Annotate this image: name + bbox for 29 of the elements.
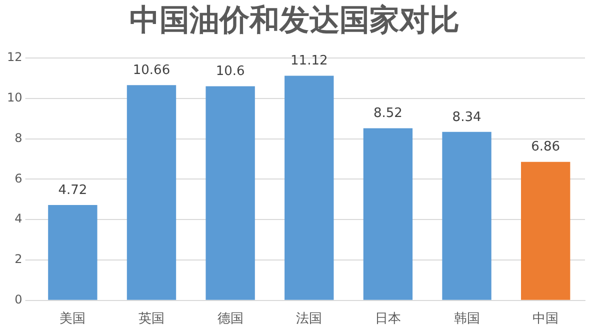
y-tick-label: 0 [14,292,22,307]
bar [126,85,176,300]
y-tick-label: 6 [14,171,22,186]
x-tick-label: 美国 [60,310,86,327]
chart-title: 中国油价和发达国家对比 [130,2,460,38]
x-tick-label: 日本 [374,312,401,327]
y-tick-label: 12 [6,50,22,64]
y-tick-label: 2 [14,252,22,266]
y-tick-label: 4 [14,212,22,226]
y-tick-label: 10 [6,90,22,105]
x-tick-label: 英国 [138,312,164,327]
bar [284,76,334,300]
bar [48,205,98,300]
data-label: 10.66 [132,62,170,78]
x-tick-label: 法国 [296,312,322,327]
bar [206,86,255,300]
data-label: 10.6 [216,64,245,80]
y-tick-label: 8 [14,130,22,145]
data-label: 6.86 [531,140,560,155]
bar [521,162,570,300]
data-label: 8.52 [373,106,402,122]
x-tick-label: 韩国 [454,312,480,327]
data-label: 11.12 [290,54,328,69]
x-tick-label: 德国 [217,312,244,327]
bar [363,128,413,300]
x-tick-label: 中国 [532,312,559,327]
data-label: 4.72 [58,182,88,198]
bar [442,132,492,300]
data-label: 8.34 [452,110,482,125]
